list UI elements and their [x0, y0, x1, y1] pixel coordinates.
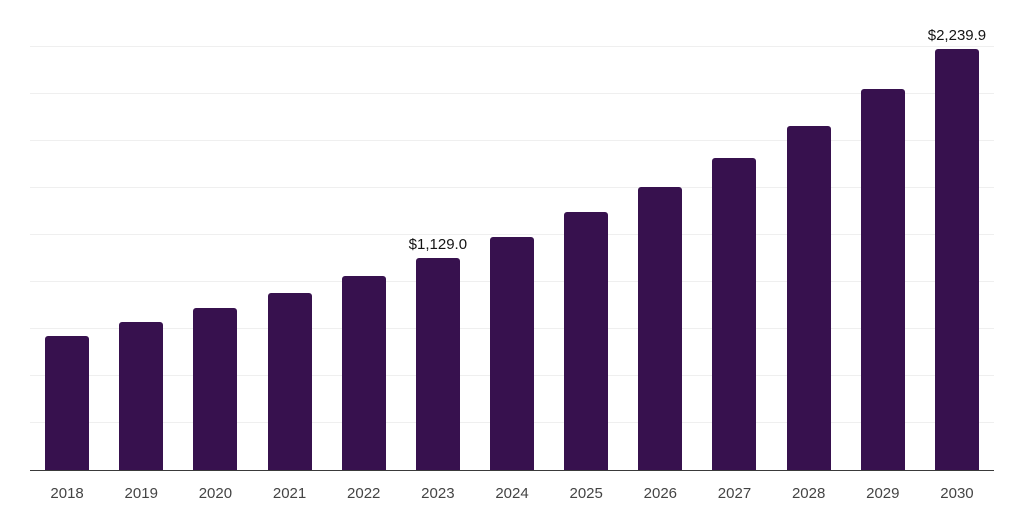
x-tick-label-2030: 2030 [940, 485, 974, 502]
bar-2024 [490, 236, 535, 470]
bar-2028 [786, 125, 831, 470]
bar-slot-2020 [178, 0, 252, 470]
x-tick-label-2029: 2029 [866, 485, 900, 502]
bar-slot-2027 [697, 0, 771, 470]
x-tick-label-2028: 2028 [791, 485, 826, 502]
plot-area: $1,129.0 $2,239.9 [30, 0, 994, 471]
gridline [30, 234, 994, 235]
x-tick-label-2019: 2019 [124, 485, 158, 502]
x-tick-label-2022: 2022 [347, 485, 381, 502]
x-tick-label-2027: 2027 [717, 485, 752, 502]
x-tick-label-2023: 2023 [421, 485, 455, 502]
gridline [30, 187, 994, 188]
bar-2026 [638, 187, 683, 470]
bar-2020 [193, 308, 238, 470]
bar-slot-2026 [623, 0, 697, 470]
bar-slot-2018 [30, 0, 104, 470]
bar-slot-2025 [549, 0, 623, 470]
x-tick-label-2024: 2024 [495, 485, 529, 502]
bar-slot-2019 [104, 0, 178, 470]
bar-slot-2023: $1,129.0 [401, 0, 475, 470]
x-tick-label-2020: 2020 [198, 485, 233, 502]
bar-2025 [564, 212, 609, 470]
bar-value-label-2030: $2,239.9 [927, 26, 987, 44]
bar-2023 [415, 257, 460, 470]
x-tick-label-2018: 2018 [50, 485, 84, 502]
bar-2029 [860, 89, 905, 470]
x-axis: 2018 2019 2020 2021 2022 2023 2024 2025 2026 2027… [30, 471, 994, 512]
bar-2021 [267, 293, 312, 470]
x-tick-label-2026: 2026 [643, 485, 678, 502]
x-tick-label-2025: 2025 [569, 485, 603, 502]
bar-2018 [45, 335, 90, 470]
bar-slot-2029 [846, 0, 920, 470]
gridline [30, 93, 994, 94]
bar-slot-2021 [252, 0, 326, 470]
gridline [30, 140, 994, 141]
bar-2022 [341, 276, 386, 470]
bar-slot-2022 [327, 0, 401, 470]
bar-2027 [712, 157, 757, 470]
bar-value-label-2023: $1,129.0 [408, 235, 468, 253]
bar-slot-2024 [475, 0, 549, 470]
bar-slot-2030: $2,239.9 [920, 0, 994, 470]
bar-2030 [934, 48, 979, 470]
bar-2019 [119, 322, 164, 470]
x-tick-label-2021: 2021 [272, 485, 307, 502]
bar-slot-2028 [772, 0, 846, 470]
bars-row: $1,129.0 $2,239.9 [30, 0, 994, 470]
gridline [30, 46, 994, 47]
